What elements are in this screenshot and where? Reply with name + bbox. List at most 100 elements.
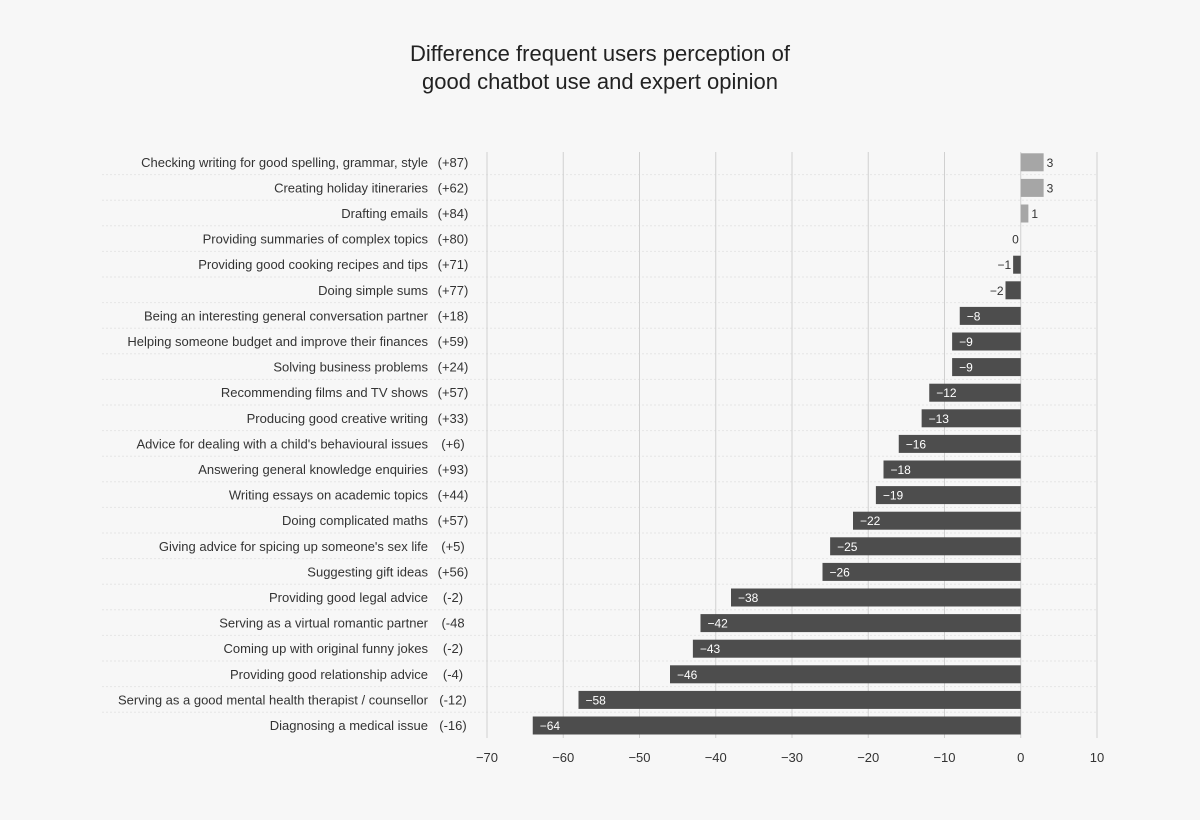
score-label: (+71) [438,257,469,272]
score-label: (+5) [441,539,464,554]
score-label: (+62) [438,180,469,195]
category-label: Giving advice for spicing up someone's s… [159,539,428,554]
category-label: Providing good relationship advice [230,667,428,682]
bar [1013,255,1021,274]
data-label: −42 [708,617,729,631]
bar [1020,204,1029,223]
category-label: Diagnosing a medical issue [270,718,428,733]
bar [731,588,1021,607]
category-label: Doing complicated maths [282,513,428,528]
category-label: Writing essays on academic topics [229,488,429,503]
bar [875,486,1021,505]
data-label: −9 [959,335,973,349]
score-label: (+44) [438,488,469,503]
score-label: (+80) [438,232,469,247]
category-label: Checking writing for good spelling, gram… [141,155,428,170]
category-label: Creating holiday itineraries [274,180,428,195]
bar [853,511,1021,530]
bar [692,639,1021,658]
data-label: −18 [891,463,912,477]
data-label: −26 [830,565,851,579]
score-label: (+33) [438,411,469,426]
score-label: (+59) [438,334,469,349]
data-label: −12 [936,386,957,400]
data-label: −25 [837,540,858,554]
bar [578,690,1021,709]
data-label: −1 [997,258,1011,272]
category-label: Providing good cooking recipes and tips [198,257,428,272]
score-label: (-48 [441,616,464,631]
chart-title-line-2: good chatbot use and expert opinion [422,69,778,94]
data-label: 0 [1012,233,1019,247]
category-label: Providing summaries of complex topics [203,232,429,247]
score-label: (+93) [438,462,469,477]
x-tick-label: 10 [1090,750,1104,765]
category-label: Drafting emails [341,206,428,221]
score-label: (-16) [439,718,466,733]
data-label: −2 [990,284,1004,298]
data-label: −16 [906,437,927,451]
score-label: (-2) [443,641,463,656]
bar [898,434,1021,453]
data-label: −46 [677,668,698,682]
x-tick-label: 0 [1017,750,1024,765]
score-label: (+57) [438,385,469,400]
x-tick-label: −70 [476,750,498,765]
bar [883,460,1021,479]
category-label: Answering general knowledge enquiries [198,462,428,477]
score-label: (+18) [438,308,469,323]
data-label: 3 [1047,156,1054,170]
score-label: (-2) [443,590,463,605]
chart-title: Difference frequent users perception of … [0,40,1200,96]
x-tick-label: −40 [705,750,727,765]
x-tick-label: −60 [552,750,574,765]
category-label: Advice for dealing with a child's behavi… [136,436,428,451]
category-label: Providing good legal advice [269,590,428,605]
bar [921,409,1021,428]
bar [700,614,1021,633]
data-label: −9 [959,361,973,375]
bar [1020,153,1044,172]
bar [959,306,1021,325]
data-label: −22 [860,514,881,528]
data-label: −13 [929,412,950,426]
bar [952,358,1021,377]
category-label: Suggesting gift ideas [307,564,428,579]
score-label: (+24) [438,360,469,375]
category-label: Serving as a virtual romantic partner [219,616,428,631]
x-tick-label: −50 [628,750,650,765]
score-label: (+77) [438,283,469,298]
score-label: (+84) [438,206,469,221]
category-label: Recommending films and TV shows [221,385,429,400]
data-label: −64 [540,719,561,733]
category-label: Being an interesting general conversatio… [144,308,429,323]
bar [929,383,1021,402]
data-label: 3 [1047,181,1054,195]
chart-title-line-1: Difference frequent users perception of [410,41,790,66]
data-label: −43 [700,642,721,656]
score-label: (+6) [441,436,464,451]
category-label: Doing simple sums [318,283,428,298]
category-label: Coming up with original funny jokes [224,641,429,656]
bar [830,537,1021,556]
data-label: −38 [738,591,759,605]
data-label: −19 [883,489,904,503]
bar [1020,178,1044,197]
x-tick-label: −10 [933,750,955,765]
category-label: Serving as a good mental health therapis… [118,692,429,707]
x-tick-label: −20 [857,750,879,765]
bar [670,665,1021,684]
bar [952,332,1021,351]
score-label: (+87) [438,155,469,170]
category-label: Solving business problems [273,360,428,375]
data-label: −8 [967,309,981,323]
category-label: Producing good creative writing [247,411,428,426]
category-label: Helping someone budget and improve their… [127,334,428,349]
bar [822,562,1021,581]
x-tick-label: −30 [781,750,803,765]
bar [1005,281,1021,300]
data-label: 1 [1031,207,1038,221]
score-label: (+57) [438,513,469,528]
score-label: (+56) [438,564,469,579]
